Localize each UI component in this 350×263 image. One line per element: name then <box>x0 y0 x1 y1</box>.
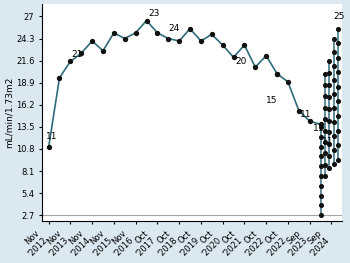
Point <box>331 50 336 54</box>
Point <box>89 39 95 43</box>
Point <box>331 148 336 152</box>
Point <box>335 128 341 133</box>
Point <box>327 154 332 158</box>
Point <box>322 151 328 155</box>
Point <box>331 64 336 68</box>
Point <box>155 31 160 35</box>
Point <box>331 120 336 124</box>
Point <box>331 92 336 96</box>
Point <box>263 54 269 58</box>
Point <box>122 36 127 41</box>
Point <box>187 27 193 31</box>
Point <box>322 174 328 178</box>
Point <box>322 94 328 99</box>
Point <box>198 39 204 43</box>
Point <box>335 56 341 60</box>
Point <box>322 72 328 76</box>
Point <box>57 76 62 80</box>
Point <box>335 99 341 104</box>
Point <box>318 164 323 168</box>
Point <box>318 174 323 178</box>
Text: 20: 20 <box>236 57 247 65</box>
Point <box>318 122 323 127</box>
Text: 21: 21 <box>71 50 83 59</box>
Text: 24: 24 <box>168 24 180 33</box>
Point <box>331 161 336 166</box>
Point <box>318 125 323 129</box>
Y-axis label: mL/min/1.73m2: mL/min/1.73m2 <box>4 77 13 148</box>
Point <box>327 95 332 99</box>
Point <box>322 117 328 121</box>
Point <box>322 128 328 133</box>
Point <box>318 135 323 139</box>
Point <box>322 83 328 87</box>
Point <box>327 59 332 64</box>
Point <box>252 65 258 69</box>
Point <box>327 118 332 123</box>
Text: 11: 11 <box>322 137 333 146</box>
Point <box>133 31 139 35</box>
Point <box>327 142 332 146</box>
Point <box>335 158 341 162</box>
Point <box>335 114 341 118</box>
Point <box>335 27 341 31</box>
Text: 23: 23 <box>149 9 160 18</box>
Point <box>335 85 341 89</box>
Point <box>231 55 236 59</box>
Point <box>318 154 323 158</box>
Point <box>331 78 336 82</box>
Point <box>241 43 247 47</box>
Point <box>327 130 332 134</box>
Text: 11: 11 <box>300 110 312 119</box>
Text: 25: 25 <box>334 12 345 21</box>
Text: 15: 15 <box>266 96 278 105</box>
Point <box>331 106 336 110</box>
Point <box>318 203 323 208</box>
Point <box>331 134 336 138</box>
Point <box>322 106 328 110</box>
Point <box>307 119 313 123</box>
Point <box>322 163 328 167</box>
Point <box>318 213 323 217</box>
Point <box>46 145 51 149</box>
Point <box>274 72 280 76</box>
Point <box>285 80 291 84</box>
Text: 11: 11 <box>47 132 58 141</box>
Point <box>296 108 302 113</box>
Point <box>100 49 106 53</box>
Point <box>68 59 73 64</box>
Point <box>318 144 323 149</box>
Point <box>166 36 171 41</box>
Point <box>111 31 117 35</box>
Text: 11: 11 <box>313 124 324 133</box>
Point <box>327 107 332 111</box>
Point <box>327 83 332 87</box>
Point <box>322 140 328 144</box>
Point <box>327 166 332 170</box>
Point <box>176 39 182 43</box>
Point <box>335 70 341 74</box>
Point <box>327 71 332 75</box>
Point <box>318 194 323 198</box>
Point <box>144 18 149 23</box>
Point <box>318 184 323 188</box>
Point <box>335 41 341 45</box>
Point <box>335 143 341 147</box>
Point <box>209 32 215 37</box>
Point <box>331 36 336 41</box>
Point <box>274 72 280 76</box>
Point <box>220 43 225 47</box>
Point <box>78 51 84 55</box>
